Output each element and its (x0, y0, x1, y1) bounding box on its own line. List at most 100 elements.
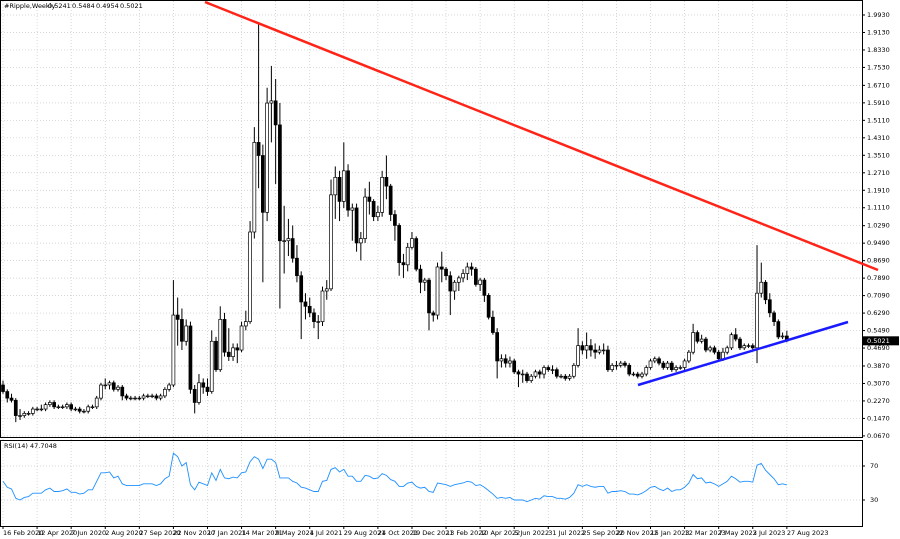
candle-body (763, 281, 768, 301)
y-tick-label: 1.3510 (867, 151, 890, 159)
candle-body (746, 345, 751, 347)
candle-body (669, 362, 674, 371)
candle-body (65, 404, 69, 408)
candle-body (550, 369, 555, 371)
candle-body (444, 268, 448, 277)
x-tick-label: 16 Feb 2020 (3, 529, 43, 537)
x-tick-label: 14 Mar 2021 (242, 529, 283, 537)
candle-body (363, 196, 367, 239)
rsi-panel (0, 440, 863, 527)
candle-body (687, 351, 691, 362)
y-tick-label: 0.9490 (867, 239, 890, 247)
y-tick-label: 1.5110 (867, 116, 890, 124)
candle-body (529, 375, 534, 381)
candle-body (312, 312, 316, 322)
y-tick-label: 1.1110 (867, 204, 890, 212)
candle-body (218, 319, 223, 371)
candle-body (435, 266, 440, 316)
candle-body (469, 266, 474, 270)
candle-body (486, 295, 491, 318)
ohlc-open: 0.5241 (48, 2, 71, 10)
candle-body (750, 345, 755, 349)
candle-body (90, 406, 95, 408)
candle-body (567, 375, 572, 379)
candle-body (708, 347, 713, 351)
x-tick-label: 13 Feb 2022 (446, 529, 486, 537)
y-tick-label: 70 (870, 462, 878, 470)
x-tick-label: 10 Apr 2022 (480, 529, 520, 537)
candle-body (384, 177, 389, 187)
candle-body (405, 246, 410, 266)
price-panel (0, 0, 863, 438)
candle-body (491, 316, 495, 333)
candle-body (214, 340, 218, 371)
x-tick-label: 4 Jul 2021 (310, 529, 343, 537)
candle-body (1, 384, 5, 392)
candle-body (508, 360, 512, 364)
x-tick-label: 27 Aug 2023 (787, 529, 829, 537)
candle-body (495, 332, 500, 362)
candle-body (120, 386, 125, 397)
candle-body (22, 413, 27, 416)
y-tick-label: 0.6290 (867, 309, 890, 317)
candle-body (665, 362, 670, 368)
candle-body (388, 185, 393, 215)
candle-body (235, 347, 240, 351)
candle-body (704, 338, 708, 351)
candle-body (482, 279, 487, 296)
y-tick-label: 1.1910 (867, 186, 890, 194)
candle-body (456, 277, 461, 283)
candle-body (576, 345, 580, 366)
candle-body (767, 299, 772, 314)
y-tick-label: 1.4310 (867, 134, 890, 142)
y-tick-label: 0.3070 (867, 379, 890, 387)
y-tick-label: 30 (870, 496, 878, 504)
candle-body (410, 238, 414, 248)
x-tick-label: 17 Jan 2021 (207, 529, 246, 537)
x-tick-label: 15 Jan 2023 (651, 529, 690, 537)
y-tick-label: 0.1470 (867, 414, 890, 422)
candle-body (103, 384, 108, 387)
candle-body (86, 406, 91, 412)
candle-body (537, 371, 542, 375)
candle-body (418, 268, 423, 283)
candle-body (282, 240, 287, 242)
candle-body (580, 345, 585, 351)
candle-body (465, 266, 470, 274)
rsi-last: 47.7048 (30, 442, 57, 450)
y-tick-label: 1.0290 (867, 222, 890, 230)
candle-body (13, 399, 18, 416)
candle-body (597, 349, 602, 353)
x-tick-label: 20 Nov 2022 (616, 529, 658, 537)
candle-body (171, 314, 176, 386)
candle-body (5, 391, 10, 399)
y-tick-label: 0.7890 (867, 274, 890, 282)
candle-body (657, 358, 661, 364)
candle-body (772, 312, 776, 322)
candle-body (77, 408, 82, 412)
candle-body (30, 408, 35, 414)
candle-body (226, 351, 231, 357)
candle-body (26, 413, 31, 415)
candle-body (73, 408, 78, 411)
candle-body (256, 142, 261, 156)
candle-body (248, 231, 252, 322)
candle-body (525, 373, 529, 381)
candle-body (520, 373, 525, 376)
candle-body (431, 312, 436, 316)
candle-body (286, 238, 291, 242)
candle-body (542, 367, 546, 375)
candle-body (776, 321, 781, 338)
candle-body (107, 382, 112, 386)
candle-body (124, 395, 129, 399)
candle-body (474, 268, 478, 285)
candle-body (712, 347, 717, 353)
candle-body (610, 364, 615, 371)
candle-body (593, 349, 597, 353)
candle-body (589, 345, 593, 351)
candle-body (401, 262, 406, 266)
y-tick-label: 0.0670 (867, 432, 890, 440)
candle-body (635, 373, 640, 377)
candle-body (154, 395, 159, 399)
